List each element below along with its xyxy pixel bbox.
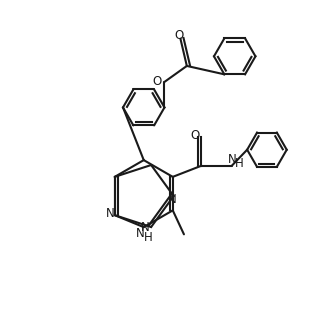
Text: N: N <box>106 207 114 220</box>
Text: H: H <box>144 231 153 244</box>
Text: N: N <box>227 153 236 166</box>
Text: N: N <box>168 193 176 206</box>
Text: H: H <box>234 157 243 170</box>
Text: O: O <box>174 29 184 42</box>
Text: N: N <box>136 227 145 240</box>
Text: O: O <box>152 75 161 88</box>
Text: N: N <box>140 220 149 233</box>
Text: O: O <box>191 129 200 142</box>
